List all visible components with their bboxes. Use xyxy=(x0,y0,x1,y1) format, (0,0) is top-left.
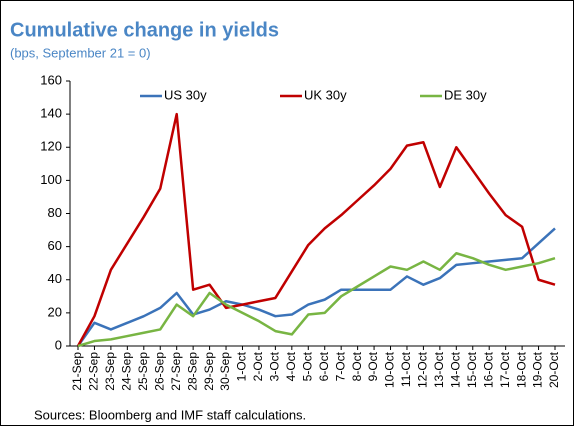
x-tick-label: 26-Sep xyxy=(152,352,166,391)
x-tick-label: 27-Sep xyxy=(169,352,183,391)
x-tick-label: 9-Oct xyxy=(366,351,380,381)
x-tick-label: 3-Oct xyxy=(268,351,282,381)
y-tick-label: 120 xyxy=(40,139,62,154)
y-tick-label: 160 xyxy=(40,72,62,87)
x-tick-label: 23-Sep xyxy=(103,352,117,391)
x-tick-label: 30-Sep xyxy=(218,352,232,391)
y-tick-label: 40 xyxy=(48,271,62,286)
x-tick-label: 28-Sep xyxy=(185,352,199,391)
x-tick-label: 20-Oct xyxy=(547,351,561,388)
source-note: Sources: Bloomberg and IMF staff calcula… xyxy=(34,407,306,422)
y-tick-label: 100 xyxy=(40,172,62,187)
x-tick-label: 21-Sep xyxy=(70,352,84,391)
x-tick-label: 1-Oct xyxy=(235,351,249,381)
y-tick-label: 0 xyxy=(55,337,62,352)
series-line xyxy=(76,112,556,347)
x-tick-label: 29-Sep xyxy=(202,352,216,391)
x-tick-label: 4-Oct xyxy=(284,351,298,381)
x-tick-label: 25-Sep xyxy=(136,352,150,391)
x-tick-label: 2-Oct xyxy=(251,351,265,381)
x-tick-label: 12-Oct xyxy=(416,351,430,388)
x-tick-label: 7-Oct xyxy=(333,351,347,381)
x-tick-label: 16-Oct xyxy=(481,351,495,388)
x-tick-label: 22-Sep xyxy=(87,352,101,391)
x-tick-label: 24-Sep xyxy=(120,352,134,391)
legend-label: UK 30y xyxy=(304,87,347,102)
x-tick-label: 13-Oct xyxy=(432,351,446,388)
y-tick-label: 20 xyxy=(48,304,62,319)
series-line xyxy=(77,252,556,348)
chart-subtitle: (bps, September 21 = 0) xyxy=(10,45,151,60)
x-tick-label: 5-Oct xyxy=(300,351,314,381)
legend-label: US 30y xyxy=(164,87,207,102)
legend-label: DE 30y xyxy=(444,87,487,102)
chart-title: Cumulative change in yields xyxy=(10,19,279,41)
y-tick-label: 60 xyxy=(48,238,62,253)
x-tick-label: 11-Oct xyxy=(399,351,413,387)
x-tick-label: 8-Oct xyxy=(350,351,364,381)
x-tick-label: 14-Oct xyxy=(448,351,462,388)
x-tick-label: 15-Oct xyxy=(465,351,479,388)
x-tick-label: 10-Oct xyxy=(383,351,397,388)
y-tick-label: 140 xyxy=(40,106,62,121)
x-tick-label: 17-Oct xyxy=(498,351,512,388)
x-tick-label: 19-Oct xyxy=(531,351,545,388)
x-tick-label: 18-Oct xyxy=(514,351,528,388)
y-tick-label: 80 xyxy=(48,205,62,220)
x-tick-label: 6-Oct xyxy=(317,351,331,381)
series-line xyxy=(76,227,556,347)
